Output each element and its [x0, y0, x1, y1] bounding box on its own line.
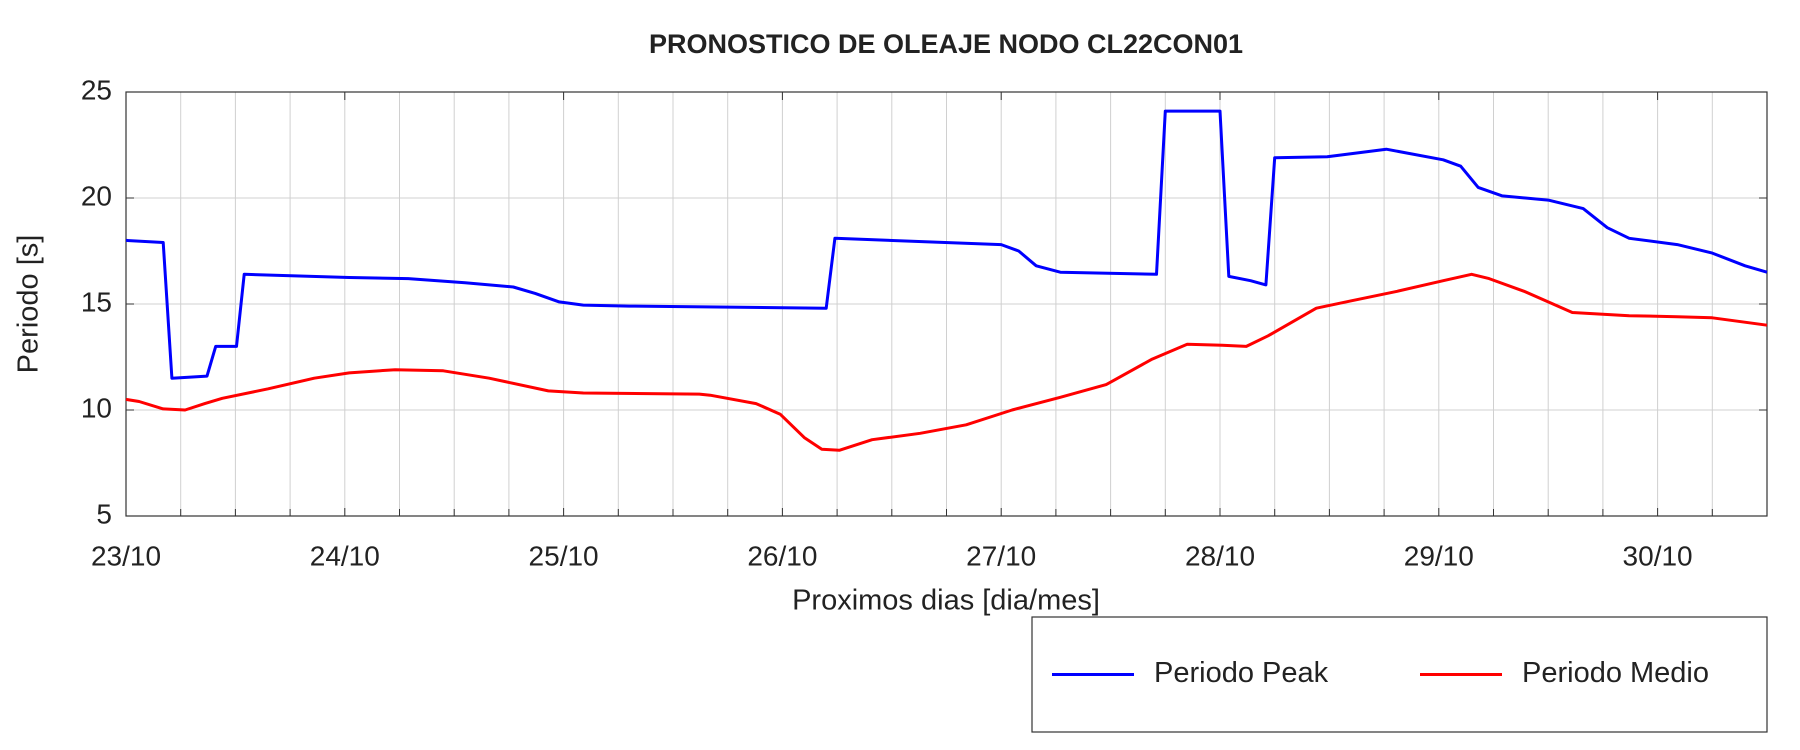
- y-tick-label: 20: [81, 180, 112, 211]
- y-tick-label: 25: [81, 74, 112, 105]
- x-tick-label: 25/10: [529, 540, 599, 571]
- legend-box: [1031, 616, 1768, 733]
- x-tick-label: 27/10: [966, 540, 1036, 571]
- x-tick-label: 26/10: [747, 540, 817, 571]
- chart-title: PRONOSTICO DE OLEAJE NODO CL22CON01: [649, 29, 1243, 59]
- x-tick-label: 30/10: [1623, 540, 1693, 571]
- plot-frame: [125, 91, 1768, 517]
- x-tick-label: 24/10: [310, 540, 380, 571]
- series-line: [125, 272, 1768, 452]
- y-tick-label: 15: [81, 286, 112, 317]
- x-axis-label: Proximos dias [dia/mes]: [792, 585, 1100, 617]
- x-tick-label: 23/10: [91, 540, 161, 571]
- x-tick-label: 28/10: [1185, 540, 1255, 571]
- y-tick-label: 5: [96, 498, 112, 529]
- legend-label: Periodo Peak: [1154, 657, 1329, 689]
- series-line: [125, 109, 1768, 380]
- legend-label: Periodo Medio: [1522, 657, 1709, 689]
- y-axis-label: Periodo [s]: [13, 235, 45, 374]
- x-tick-label: 29/10: [1404, 540, 1474, 571]
- y-tick-label: 10: [81, 392, 112, 423]
